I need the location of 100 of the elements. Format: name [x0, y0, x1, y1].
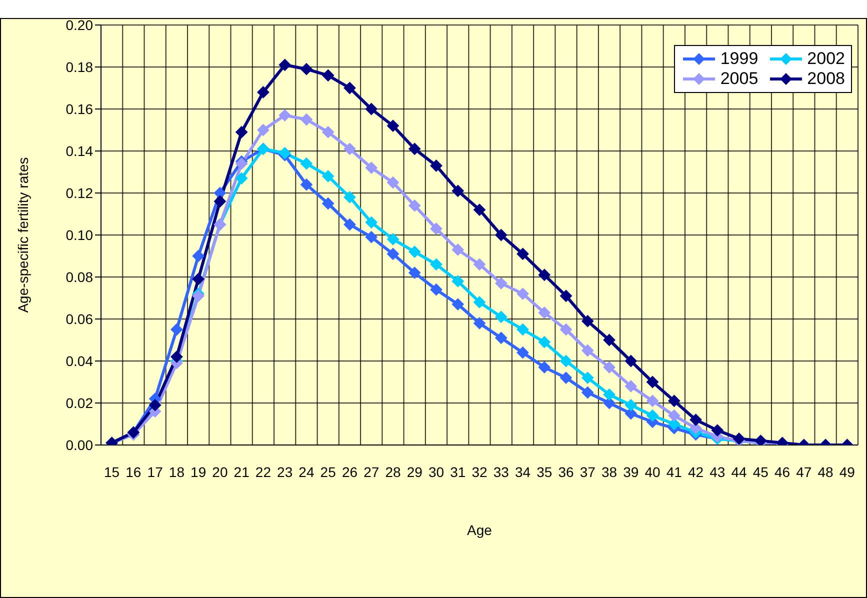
point	[690, 414, 702, 426]
point	[624, 408, 637, 420]
point	[452, 184, 464, 197]
point	[582, 315, 594, 328]
point	[624, 399, 637, 412]
point	[430, 284, 442, 296]
y-tick-label: 0.14	[66, 142, 94, 159]
point	[538, 268, 550, 281]
point	[322, 170, 334, 182]
point	[214, 187, 226, 199]
point	[386, 120, 399, 132]
point	[474, 204, 486, 216]
y-tick-label: 0.18	[66, 58, 94, 75]
point	[668, 410, 680, 422]
point	[257, 124, 270, 136]
point	[408, 246, 421, 258]
point	[516, 248, 529, 260]
x-tick-label: 22	[255, 464, 272, 480]
point	[538, 306, 550, 319]
x-tick-label: 45	[752, 464, 769, 480]
y-tick-label: 0.04	[66, 352, 94, 369]
x-tick-label: 28	[385, 464, 401, 480]
point	[257, 86, 270, 98]
point	[236, 172, 248, 184]
x-tick-label: 30	[428, 464, 444, 480]
point	[278, 58, 291, 71]
y-axis-title: Age-specific fertility rates	[14, 157, 31, 313]
point	[495, 332, 508, 344]
point	[582, 372, 594, 384]
point	[408, 142, 421, 155]
point	[236, 126, 248, 138]
point	[300, 178, 312, 191]
point	[430, 258, 442, 270]
point	[344, 218, 356, 230]
legend-label: 2005	[720, 69, 758, 89]
point	[365, 162, 378, 174]
x-tick-label: 27	[364, 464, 380, 480]
x-tick-label: 19	[190, 464, 206, 480]
x-tick-label: 36	[558, 464, 574, 480]
y-tick-label: 0.12	[66, 184, 94, 201]
point	[603, 361, 616, 374]
point	[668, 418, 680, 430]
x-tick-label: 26	[342, 464, 358, 480]
point	[516, 346, 529, 359]
point	[365, 103, 378, 115]
point	[624, 355, 637, 367]
point	[538, 361, 550, 374]
x-tick-label: 23	[277, 464, 293, 480]
x-tick-label: 47	[796, 464, 812, 480]
point	[430, 160, 442, 172]
point	[582, 344, 594, 356]
y-tick-label: 0.06	[66, 310, 94, 327]
x-tick-label: 25	[320, 464, 336, 480]
point	[516, 324, 529, 336]
y-tick-label: 0.10	[66, 226, 94, 243]
x-tick-label: 29	[406, 464, 423, 480]
x-tick-label: 38	[601, 464, 618, 480]
point	[300, 114, 312, 126]
point	[495, 229, 508, 241]
point	[560, 324, 572, 336]
point	[495, 310, 508, 323]
point	[386, 248, 399, 260]
point	[170, 350, 183, 363]
point	[495, 277, 508, 290]
point	[430, 222, 442, 235]
point	[474, 296, 486, 308]
x-tick-label: 43	[710, 464, 726, 480]
point	[322, 126, 334, 138]
point	[300, 158, 312, 170]
x-tick-label: 17	[147, 464, 164, 480]
point	[322, 69, 334, 82]
point	[452, 244, 464, 256]
x-tick-label: 16	[126, 464, 142, 480]
y-tick-label: 0.20	[66, 16, 94, 33]
legend-label: 2008	[807, 69, 845, 89]
point	[408, 266, 421, 279]
x-tick-label: 34	[514, 464, 531, 480]
point	[711, 424, 724, 436]
point	[236, 158, 248, 170]
point	[452, 298, 464, 310]
point	[322, 198, 334, 210]
point	[300, 63, 312, 76]
y-tick-label: 0.08	[66, 268, 94, 285]
point	[452, 275, 464, 288]
point	[170, 324, 183, 336]
y-tick-label: 0.02	[66, 394, 94, 411]
point	[386, 233, 399, 246]
point	[560, 290, 572, 302]
point	[646, 410, 659, 422]
point	[278, 109, 291, 122]
point	[582, 386, 594, 398]
point	[646, 394, 659, 407]
point	[386, 176, 399, 188]
point	[192, 250, 204, 262]
point	[474, 317, 486, 330]
y-tick-label: 0.16	[66, 100, 94, 117]
x-tick-label: 20	[212, 464, 228, 480]
point	[365, 231, 378, 244]
point	[603, 388, 616, 401]
x-tick-label: 41	[666, 464, 682, 480]
